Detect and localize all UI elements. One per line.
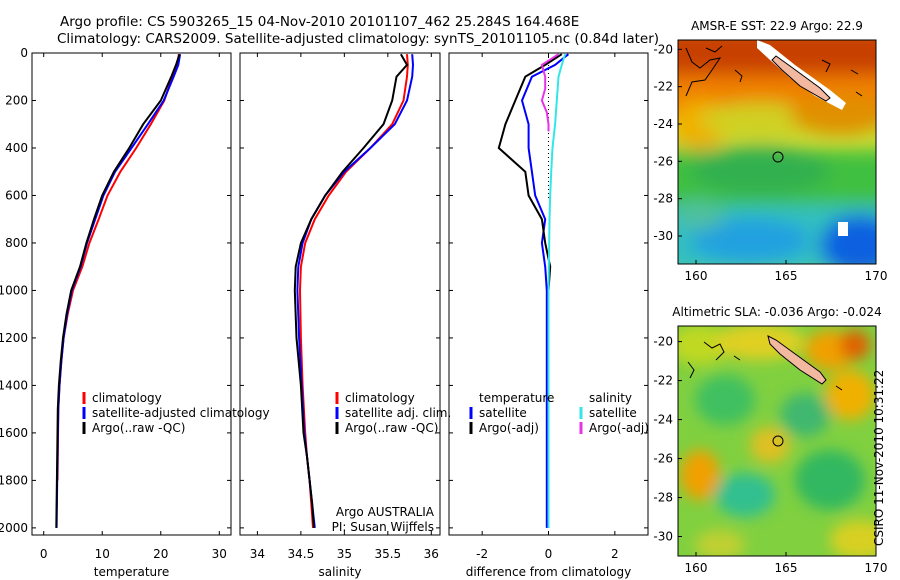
difference-series-line-3	[540, 53, 560, 132]
salinity-xtick-label: 35	[337, 547, 352, 561]
sla-field	[678, 326, 876, 556]
depth-tick-label: 200	[5, 93, 28, 107]
temperature-legend-label: climatology	[92, 391, 162, 405]
sla-map-title: Altimetric SLA: -0.036 Argo: -0.024	[672, 305, 881, 319]
salinity-legend-label: climatology	[345, 391, 415, 405]
salinity-legend-label: Argo(..raw -QC)	[345, 421, 438, 435]
map-ytick-label: -22	[653, 374, 673, 388]
salinity-series-line-2	[293, 53, 409, 528]
map-xtick-label: 170	[865, 269, 888, 283]
salinity-legend-label: satellite adj. clim.	[345, 406, 451, 420]
map-ytick-label: -26	[653, 452, 673, 466]
salinity-xtick-label: 34	[250, 547, 265, 561]
temperature-xtick-label: 20	[153, 547, 168, 561]
difference-series-line-1	[497, 53, 563, 528]
map-xtick-label: 165	[775, 269, 798, 283]
difference-legend-label: Argo(-adj)	[589, 421, 649, 435]
sst-axis-ticks: 160 165 170 -20 -22 -24 -26 -28 -30	[653, 42, 887, 283]
map-ytick-label: -24	[653, 413, 673, 427]
difference-xtick-label: -2	[476, 547, 488, 561]
difference-legend-label: Argo(-adj)	[479, 421, 539, 435]
difference-xtick-label: 2	[611, 547, 619, 561]
map-xtick-label: 165	[775, 561, 798, 575]
temperature-series-line-2	[55, 53, 181, 528]
figure-title-line1: Argo profile: CS 5903265_15 04-Nov-2010 …	[60, 14, 580, 30]
credit-timestamp: CSIRO 11-Nov-2010 10:31:22	[872, 369, 886, 546]
sst-map: 160 165 170 -20 -22 -24 -26 -28 -30	[653, 39, 887, 283]
temperature-xtick-label: 30	[212, 547, 227, 561]
difference-panel: -2 0 2 difference from climatology temperatu…	[448, 52, 649, 579]
map-xtick-label: 160	[685, 269, 708, 283]
legend-group-title: salinity	[589, 391, 632, 405]
depth-tick-label: 2000	[0, 521, 28, 535]
sla-axis-ticks: 160 165 170 -20 -22 -24 -26 -28 -30	[653, 335, 887, 575]
temperature-axes-frame	[31, 52, 232, 536]
depth-tick-label: 400	[5, 141, 28, 155]
map-ytick-label: -30	[653, 229, 673, 243]
depth-tick-label: 1600	[0, 426, 28, 440]
map-ytick-label: -28	[653, 192, 673, 206]
salinity-xtick-label: 36	[424, 547, 439, 561]
temperature-xtick-label: 10	[95, 547, 110, 561]
figure-title-line2: Climatology: CARS2009. Satellite-adjuste…	[57, 31, 660, 47]
sst-frame	[677, 39, 877, 265]
salinity-series-line-1	[296, 54, 415, 529]
argo-owner-label: Argo AUSTRALIA	[336, 505, 435, 519]
temperature-xlabel: temperature	[94, 565, 169, 579]
difference-legend-label: satellite	[479, 406, 527, 420]
map-ytick-label: -28	[653, 491, 673, 505]
sla-map: 160 165 170 -20 -22 -24 -26 -28 -30	[653, 325, 887, 575]
salinity-axes-frame	[239, 52, 441, 536]
temperature-panel: 0 200 400 600 800 1000 1200 1400 1600 1800 2000 0 10…	[0, 46, 270, 579]
depth-tick-label: 800	[5, 236, 28, 250]
difference-series-line-2	[547, 53, 567, 528]
depth-tick-label: 1400	[0, 378, 28, 392]
difference-xtick-label: 0	[545, 547, 553, 561]
salinity-series-line-0	[298, 54, 409, 528]
map-xtick-label: 160	[685, 561, 708, 575]
difference-xlabel: difference from climatology	[466, 565, 632, 579]
depth-tick-label: 1200	[0, 331, 28, 345]
temperature-legend-label: Argo(..raw -QC)	[92, 421, 185, 435]
temperature-legend-label: satellite-adjusted climatology	[92, 406, 270, 420]
depth-tick-label: 600	[5, 188, 28, 202]
map-ytick-label: -26	[653, 154, 673, 168]
map-xtick-label: 170	[865, 561, 888, 575]
depth-tick-label: 1000	[0, 283, 28, 297]
sla-frame	[677, 325, 877, 557]
difference-series-line-0	[520, 53, 570, 528]
salinity-panel: 34 34.5 35 35.5 36 salinity climatologysatelli…	[239, 52, 451, 579]
sst-field	[678, 40, 876, 264]
depth-tick-label: 1800	[0, 473, 28, 487]
map-ytick-label: -20	[653, 42, 673, 56]
legend-group-title: temperature	[479, 391, 554, 405]
map-ytick-label: -20	[653, 335, 673, 349]
map-ytick-label: -24	[653, 117, 673, 131]
temperature-xtick-label: 0	[40, 547, 48, 561]
temperature-series-line-1	[55, 54, 182, 528]
depth-tick-label: 0	[20, 46, 28, 60]
map-ytick-label: -30	[653, 530, 673, 544]
difference-legend-label: satellite	[589, 406, 637, 420]
map-ytick-label: -22	[653, 80, 673, 94]
salinity-xlabel: salinity	[318, 565, 361, 579]
sst-map-title: AMSR-E SST: 22.9 Argo: 22.9	[691, 19, 863, 33]
salinity-xtick-label: 35.5	[374, 547, 401, 561]
salinity-xtick-label: 34.5	[288, 547, 315, 561]
argo-pi-label: PI: Susan Wijffels	[332, 520, 434, 534]
